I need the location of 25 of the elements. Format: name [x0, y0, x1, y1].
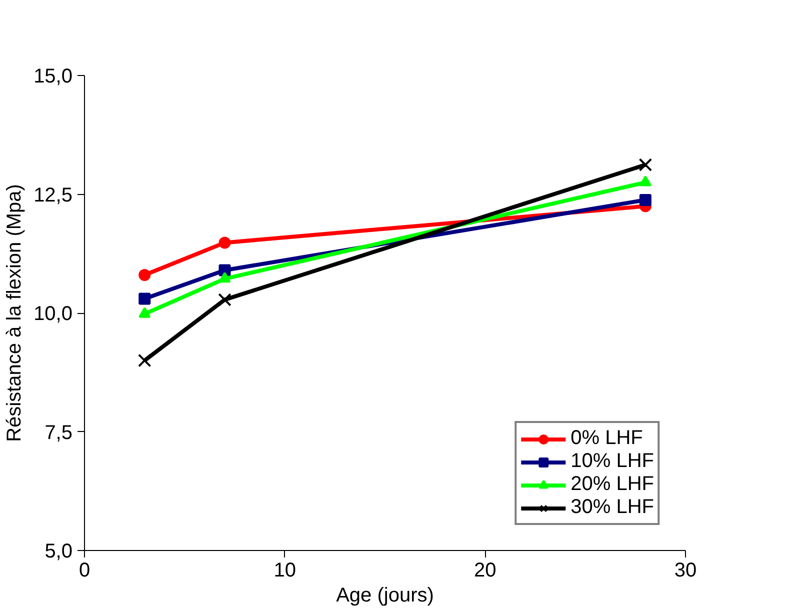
y-tick-label: 10,0 — [34, 303, 73, 325]
y-tick-label: 12,5 — [34, 184, 73, 206]
point — [218, 293, 232, 306]
x-tick-label: 0 — [78, 560, 90, 582]
x-axis-title: Age (jours) — [336, 584, 434, 606]
point — [638, 158, 652, 172]
y-tick-label: 5,0 — [44, 540, 73, 562]
x-tick-label: 20 — [474, 560, 496, 582]
y-tick-label: 7,5 — [44, 422, 73, 444]
point — [218, 272, 231, 283]
point — [138, 354, 152, 368]
legend-label: 20% LHF — [570, 473, 654, 496]
legend-label: 0% LHF — [570, 427, 643, 450]
x-tick-label: 30 — [674, 560, 697, 582]
y-axis-title: Résistance à la flexion (Mpa) — [4, 184, 26, 442]
point — [138, 292, 151, 305]
legend-label: 10% LHF — [570, 450, 654, 473]
point — [639, 176, 652, 186]
legend-label: 30% LHF — [570, 496, 654, 519]
point — [639, 194, 652, 206]
point — [218, 236, 231, 249]
point — [138, 269, 151, 281]
y-tick-label: 15,0 — [34, 66, 73, 88]
point — [138, 307, 151, 318]
x-tick-label: 10 — [274, 560, 296, 582]
